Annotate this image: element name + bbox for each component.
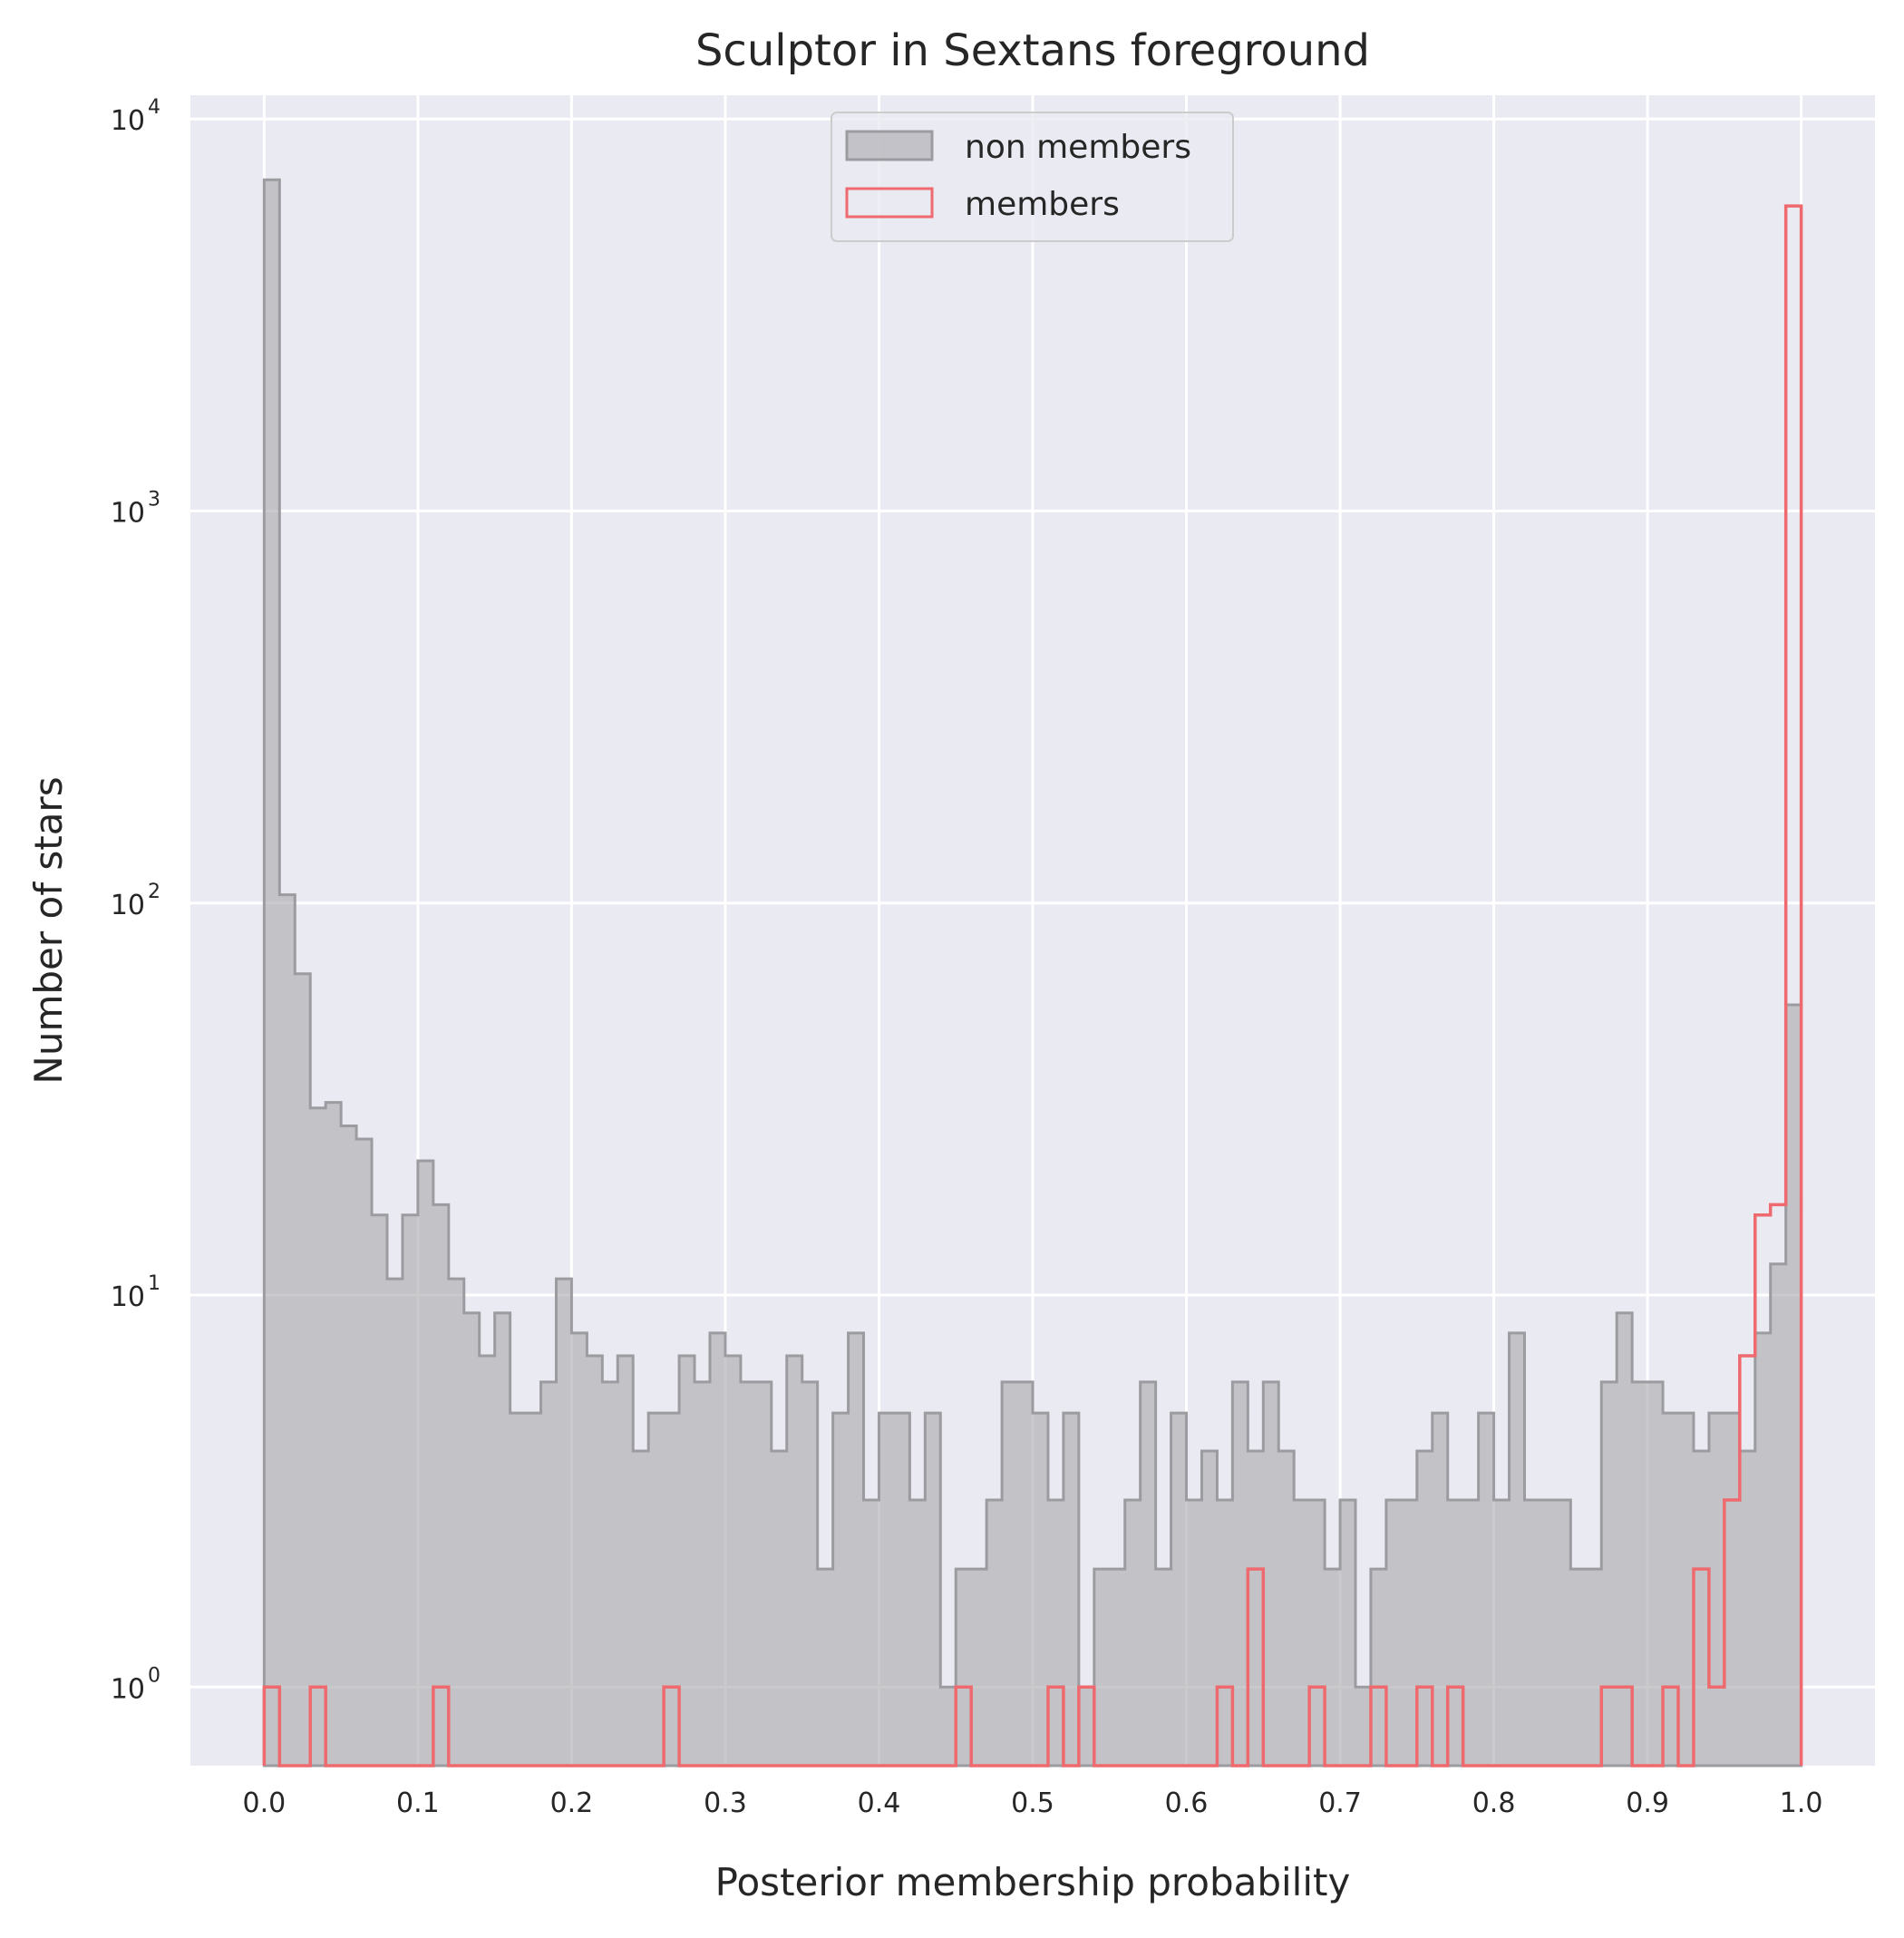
y-tick-label: 10 (111, 105, 145, 137)
x-tick-label: 0.6 (1165, 1787, 1209, 1819)
x-tick-label: 0.7 (1318, 1787, 1362, 1819)
x-tick-label: 0.8 (1472, 1787, 1516, 1819)
x-axis-label: Posterior membership probability (715, 1860, 1351, 1904)
histogram-non-members (262, 178, 1803, 1768)
legend-label-members: members (965, 186, 1120, 223)
x-tick-label: 0.3 (704, 1787, 747, 1819)
y-tick-exponent: 1 (148, 1272, 160, 1295)
y-tick-exponent: 0 (148, 1664, 160, 1687)
x-tick-label: 0.5 (1011, 1787, 1054, 1819)
x-axis-ticks: 0.0 0.1 0.2 0.3 0.4 0.5 0.6 0.7 0.8 0.9 1.0 (243, 1787, 1823, 1819)
y-axis-label: Number of stars (26, 776, 71, 1084)
legend: non members members (831, 112, 1234, 242)
legend-swatch-members (845, 187, 934, 219)
x-tick-label: 0.0 (243, 1787, 287, 1819)
y-tick-exponent: 3 (148, 488, 160, 511)
series-layer (262, 178, 1803, 1768)
x-tick-label: 0.4 (858, 1787, 901, 1819)
histogram-members (262, 204, 1803, 1768)
y-tick-label: 10 (111, 890, 145, 921)
y-tick-exponent: 2 (148, 881, 160, 903)
y-tick-exponent: 4 (148, 96, 160, 119)
y-tick-label: 10 (111, 497, 145, 529)
chart-title: Sculptor in Sextans foreground (695, 25, 1370, 76)
legend-swatch-non-members (845, 130, 934, 161)
x-tick-label: 0.1 (396, 1787, 440, 1819)
x-tick-label: 0.9 (1626, 1787, 1669, 1819)
x-tick-label: 0.2 (550, 1787, 594, 1819)
legend-label-non-members: non members (965, 129, 1191, 166)
y-tick-label: 10 (111, 1673, 145, 1705)
x-tick-label: 1.0 (1780, 1787, 1823, 1819)
y-tick-label: 10 (111, 1281, 145, 1313)
